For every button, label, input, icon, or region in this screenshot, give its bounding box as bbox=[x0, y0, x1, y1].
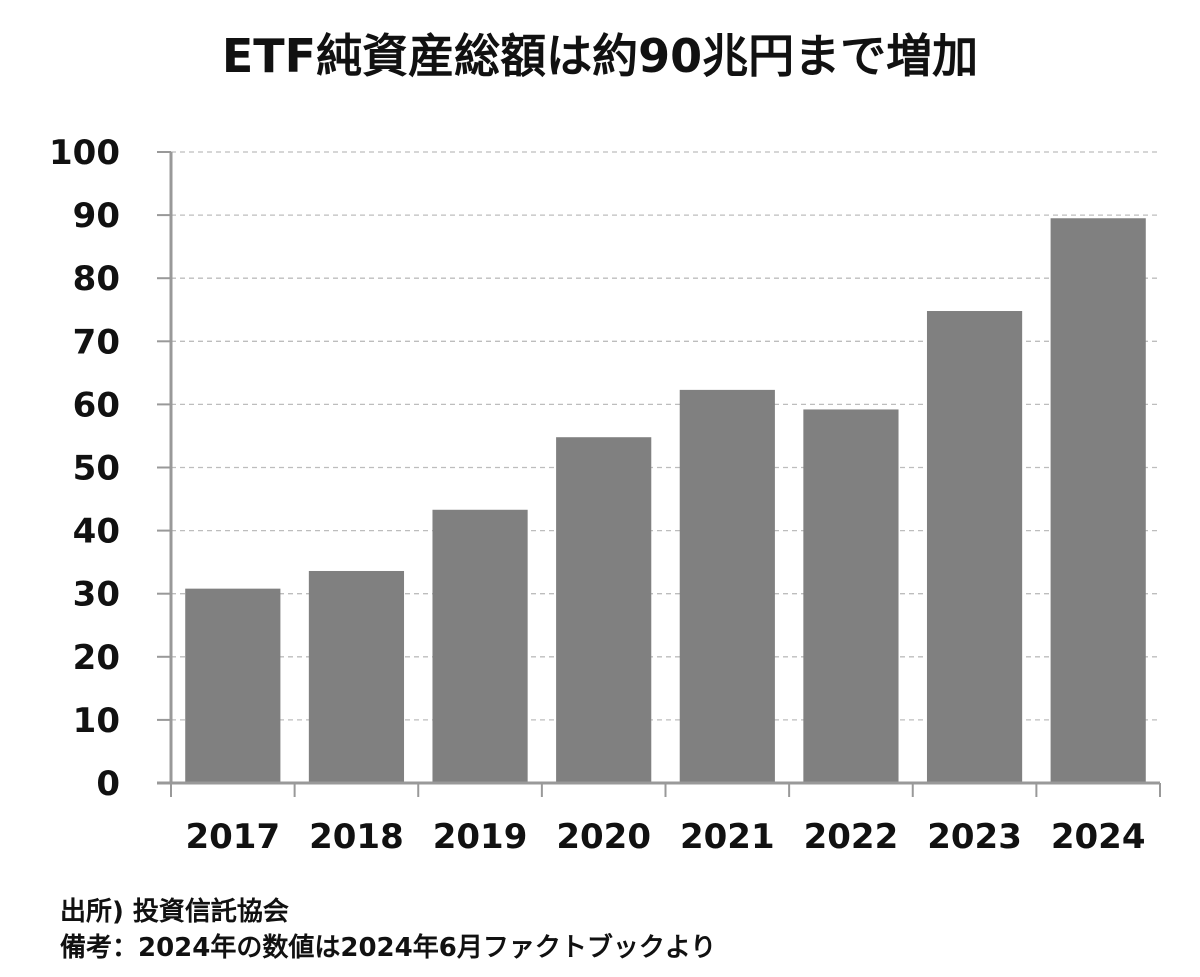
y-tick-label: 80 bbox=[73, 259, 120, 299]
x-tick-label: 2017 bbox=[185, 817, 280, 857]
chart-title: ETF純資産総額は約90兆円まで増加 bbox=[221, 29, 979, 83]
x-tick-label: 2023 bbox=[927, 817, 1022, 857]
x-tick-label: 2024 bbox=[1051, 817, 1146, 857]
source-note: 出所) 投資信託協会 bbox=[60, 897, 289, 927]
bar-2023 bbox=[926, 311, 1023, 783]
axes bbox=[157, 151, 1161, 797]
x-tick-labels: 2017 2018 2019 2020 2021 2022 2023 2024 bbox=[185, 817, 1145, 857]
y-tick-labels: 0 10 20 30 40 50 60 70 80 90 100 bbox=[49, 133, 120, 804]
x-tick-label: 2021 bbox=[680, 817, 775, 857]
y-tick-label: 0 bbox=[96, 764, 120, 804]
y-tick-label: 100 bbox=[49, 133, 120, 173]
bar-2019 bbox=[432, 509, 528, 783]
y-tick-label: 50 bbox=[73, 449, 120, 489]
x-tick-label: 2020 bbox=[556, 817, 651, 857]
y-tick-label: 30 bbox=[73, 575, 120, 615]
bar-2024 bbox=[1050, 218, 1146, 783]
y-tick-label: 10 bbox=[73, 701, 120, 741]
chart-notes: 出所) 投資信託協会 備考：2024年の数値は2024年6月ファクトブックより bbox=[60, 894, 716, 966]
bar-2021 bbox=[679, 389, 775, 783]
y-tick-label: 20 bbox=[73, 638, 120, 678]
bar-2017 bbox=[185, 588, 281, 783]
y-tick-label: 60 bbox=[73, 385, 120, 425]
remark-note: 備考：2024年の数値は2024年6月ファクトブックより bbox=[60, 933, 717, 963]
y-tick-label: 40 bbox=[73, 512, 120, 552]
y-tick-label: 90 bbox=[73, 196, 120, 236]
x-tick-label: 2022 bbox=[804, 817, 899, 857]
bar-2020 bbox=[556, 437, 652, 783]
bar-2022 bbox=[803, 409, 899, 783]
y-tick-label: 70 bbox=[73, 322, 120, 362]
bars bbox=[185, 218, 1146, 783]
bar-2018 bbox=[308, 570, 405, 783]
x-tick-label: 2018 bbox=[309, 817, 404, 857]
x-tick-label: 2019 bbox=[433, 817, 528, 857]
